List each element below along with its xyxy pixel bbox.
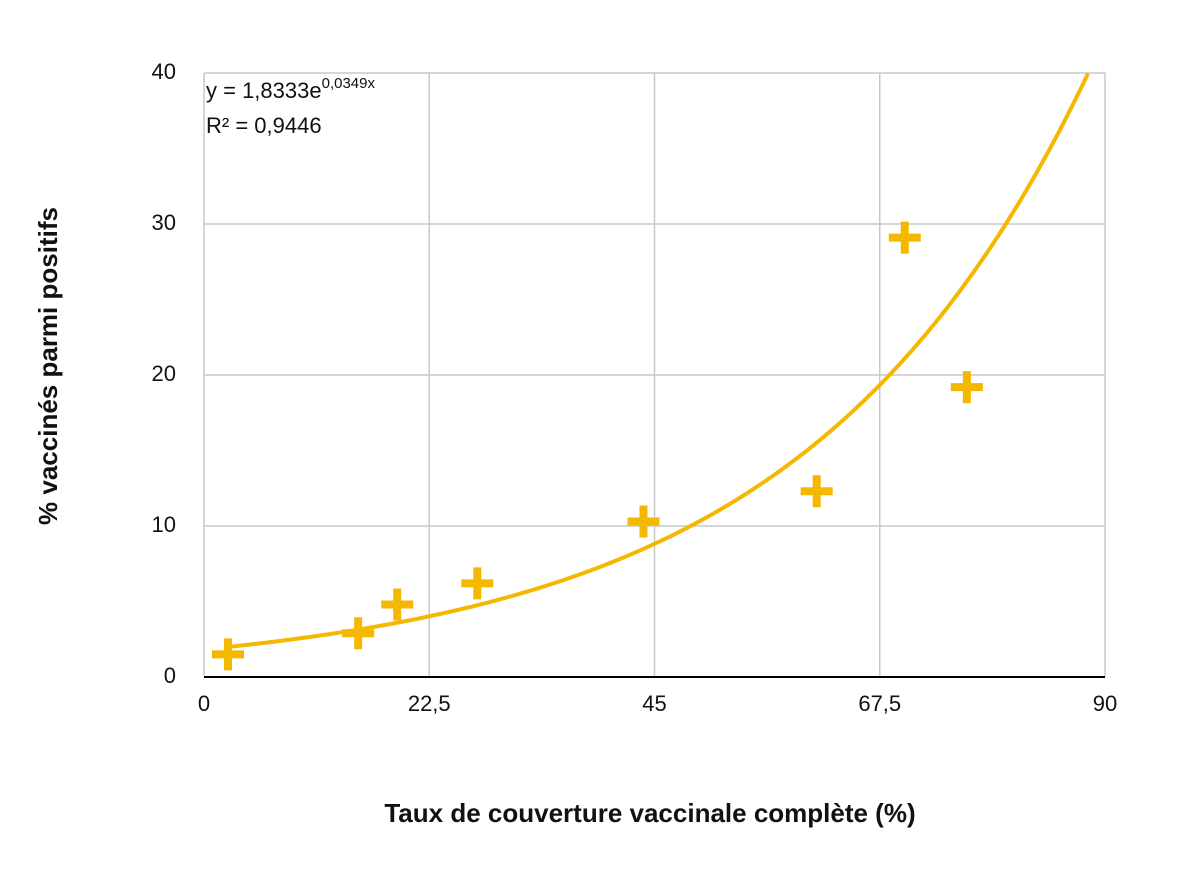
point (381, 588, 414, 621)
y-tick-label: 30 (152, 210, 176, 235)
x-tick-label: 0 (198, 691, 210, 716)
y-axis-title: % vaccinés parmi positifs (33, 207, 63, 525)
trendline (227, 72, 1090, 649)
point (461, 567, 494, 600)
point (212, 638, 245, 671)
y-tick-label: 0 (164, 663, 176, 688)
point (888, 221, 921, 254)
x-axis-title: Taux de couverture vaccinale complète (%… (384, 798, 915, 828)
y-tick-label: 40 (152, 59, 176, 84)
trend-equation-base: y = 1,8333e (206, 78, 322, 103)
point (627, 505, 660, 538)
x-tick-label: 67,5 (858, 691, 901, 716)
y-tick-label: 20 (152, 361, 176, 386)
trend-equation-exponent: 0,0349x (322, 75, 376, 92)
point (800, 475, 833, 508)
x-tick-label: 22,5 (408, 691, 451, 716)
x-tick-label: 45 (642, 691, 666, 716)
r-squared: R² = 0,9446 (206, 113, 322, 138)
y-tick-label: 10 (152, 512, 176, 537)
point (342, 617, 375, 650)
x-tick-label: 90 (1093, 691, 1117, 716)
point (950, 371, 983, 404)
trend-equation: y = 1,8333e0,0349x (206, 75, 375, 103)
